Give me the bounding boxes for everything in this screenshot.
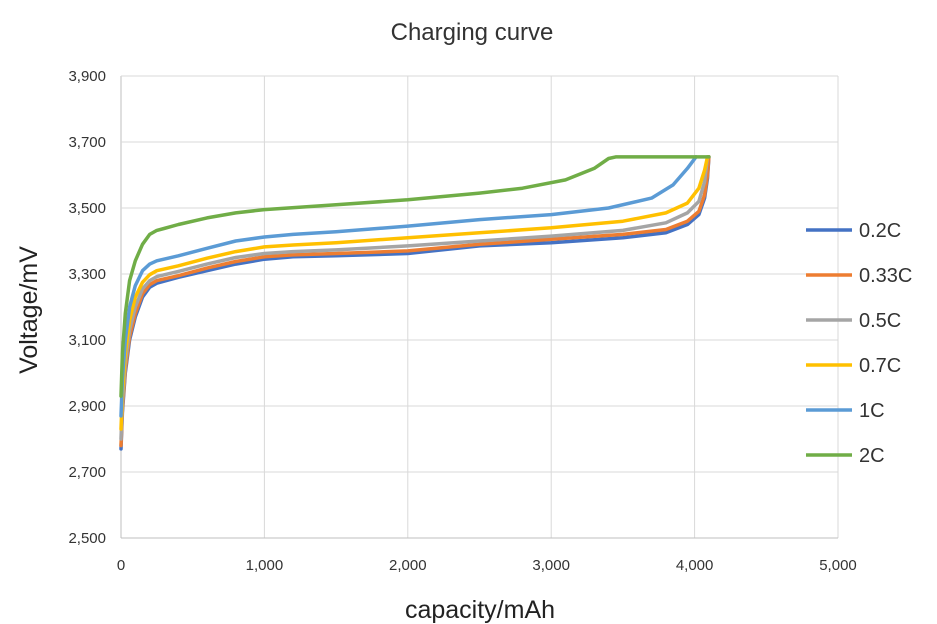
legend: 0.2C 0.33C 0.5C 0.7C 1C 2C — [806, 220, 912, 467]
y-axis-ticks: 2,500 2,700 2,900 3,100 3,300 3,500 3,700 3,900 — [68, 68, 106, 547]
series-line-0.7C — [119, 155, 710, 431]
y-tick-label: 2,500 — [68, 530, 106, 547]
legend-label: 0.33C — [859, 265, 912, 287]
x-tick-label: 5,000 — [819, 557, 857, 574]
y-tick-label: 3,300 — [68, 266, 106, 283]
y-tick-label: 2,900 — [68, 398, 106, 415]
legend-label: 0.7C — [859, 355, 901, 377]
x-axis-title: capacity/mAh — [405, 596, 555, 624]
y-tick-label: 2,700 — [68, 464, 106, 481]
series-line-0.5C — [119, 155, 710, 441]
series-lines — [119, 155, 711, 451]
legend-label: 2C — [859, 445, 885, 467]
x-tick-label: 0 — [117, 557, 125, 574]
legend-label: 0.5C — [859, 310, 901, 332]
series-line-1C — [119, 155, 698, 418]
y-tick-label: 3,100 — [68, 332, 106, 349]
x-tick-label: 3,000 — [532, 557, 570, 574]
chart-title: Charging curve — [391, 19, 554, 46]
y-tick-label: 3,900 — [68, 68, 106, 85]
x-axis-ticks: 0 1,000 2,000 3,000 4,000 5,000 — [117, 557, 857, 574]
legend-label: 1C — [859, 400, 885, 422]
x-tick-label: 4,000 — [676, 557, 714, 574]
y-tick-label: 3,500 — [68, 200, 106, 217]
y-tick-label: 3,700 — [68, 134, 106, 151]
legend-label: 0.2C — [859, 220, 901, 242]
y-axis-title: Voltage/mV — [15, 246, 43, 374]
plot-grid — [120, 75, 839, 539]
x-tick-label: 1,000 — [246, 557, 284, 574]
series-line-2C — [119, 155, 711, 398]
x-tick-label: 2,000 — [389, 557, 427, 574]
